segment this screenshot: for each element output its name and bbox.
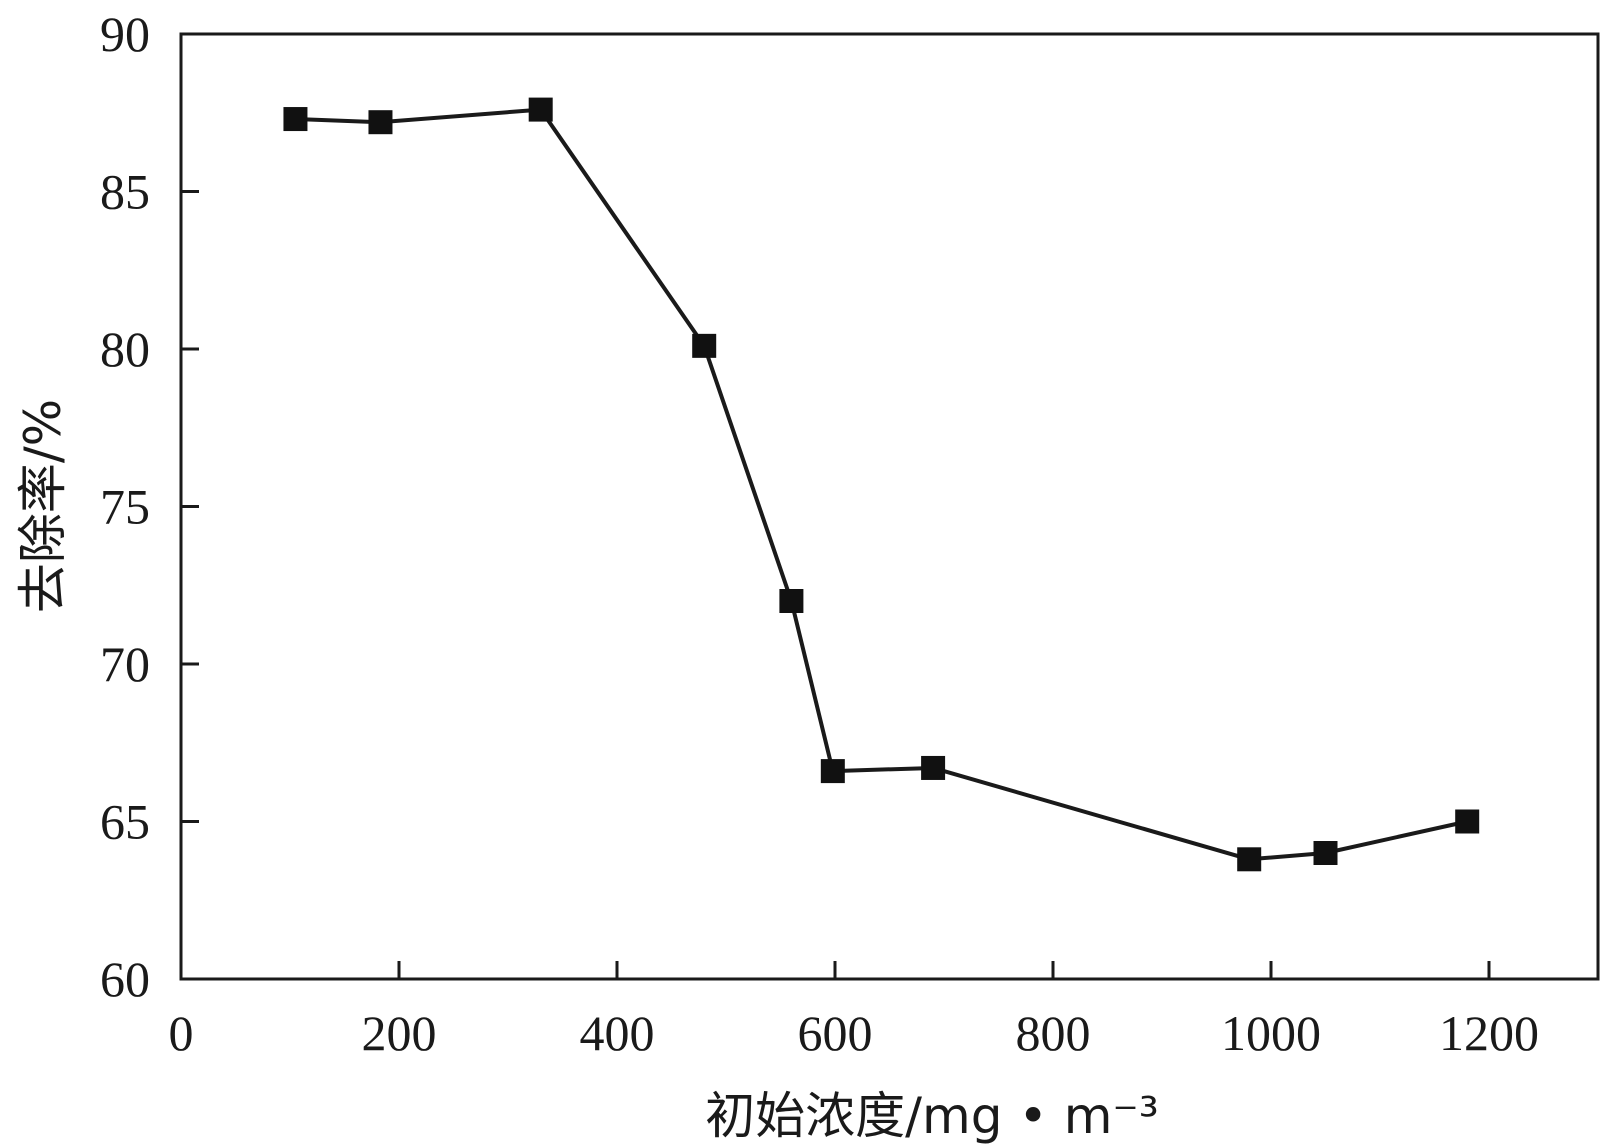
data-point (283, 107, 308, 132)
data-point (921, 755, 946, 780)
x-tick-label: 400 (580, 1005, 655, 1061)
series-line-group (295, 107, 1468, 862)
x-axis-ticks: 0 200 400 600 800 1000 1200 (169, 961, 1539, 1061)
y-axis-ticks: 60 65 70 75 80 85 90 (100, 6, 199, 1007)
x-tick-label: 1000 (1221, 1005, 1321, 1061)
y-tick-label: 75 (100, 479, 150, 535)
y-tick-label: 65 (100, 794, 150, 850)
x-tick-label: 800 (1016, 1005, 1091, 1061)
data-point (1455, 809, 1480, 834)
plot-frame (179, 32, 1600, 981)
data-point (528, 97, 553, 122)
data-point (820, 759, 845, 784)
x-tick-label: 200 (362, 1005, 437, 1061)
x-tick-label: 1200 (1439, 1005, 1539, 1061)
y-tick-label: 60 (100, 951, 150, 1007)
x-axis-title: 初始浓度/mg • m⁻³ (705, 1087, 1159, 1145)
x-tick-label: 600 (798, 1005, 873, 1061)
y-tick-label: 70 (100, 636, 150, 692)
data-point (368, 110, 393, 135)
y-tick-label: 80 (100, 321, 150, 377)
series-points-group (283, 97, 1480, 872)
y-axis-title: 去除率/% (14, 399, 72, 613)
series-line (295, 107, 1468, 862)
y-tick-label: 85 (100, 164, 150, 220)
y-tick-label: 90 (100, 6, 150, 62)
x-tick-label: 0 (169, 1005, 194, 1061)
data-point (692, 333, 717, 358)
data-point (779, 589, 804, 613)
data-point (1237, 847, 1262, 872)
data-point (1313, 841, 1338, 865)
